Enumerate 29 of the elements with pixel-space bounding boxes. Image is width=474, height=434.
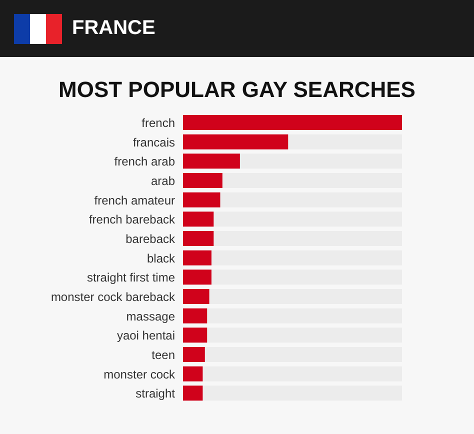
bar xyxy=(183,347,205,362)
bar xyxy=(183,308,208,324)
y-tick-label: black xyxy=(146,251,176,266)
y-tick-label: french bareback xyxy=(88,212,176,227)
bar xyxy=(183,289,210,304)
bar xyxy=(183,173,222,188)
bar xyxy=(183,231,214,246)
y-tick-label: bareback xyxy=(126,232,176,246)
y-tick-label: monster cock xyxy=(104,367,176,382)
y-tick-label: arab xyxy=(150,174,176,188)
bar xyxy=(183,328,208,343)
y-tick-label: massage xyxy=(126,309,176,324)
y-tick-label: french amateur xyxy=(94,193,175,208)
bar xyxy=(183,270,212,285)
y-tick-label: teen xyxy=(152,348,175,362)
chart-subtitle: FRANCE xyxy=(72,17,156,40)
bar xyxy=(183,366,203,382)
bar xyxy=(183,212,214,227)
y-tick-label: straight first time xyxy=(86,270,176,285)
bar xyxy=(183,386,203,401)
y-tick-label: french xyxy=(142,116,175,130)
y-tick-label: french arab xyxy=(114,154,176,169)
bar xyxy=(183,192,220,208)
bar xyxy=(183,250,212,266)
chart-title: MOST POPULAR GAY SEARCHES xyxy=(58,77,416,103)
y-tick-label: monster cock bareback xyxy=(50,290,176,304)
y-tick-label: yaoi hentai xyxy=(116,328,175,343)
y-tick-label: francais xyxy=(132,135,175,150)
y-tick-label: straight xyxy=(136,386,176,401)
